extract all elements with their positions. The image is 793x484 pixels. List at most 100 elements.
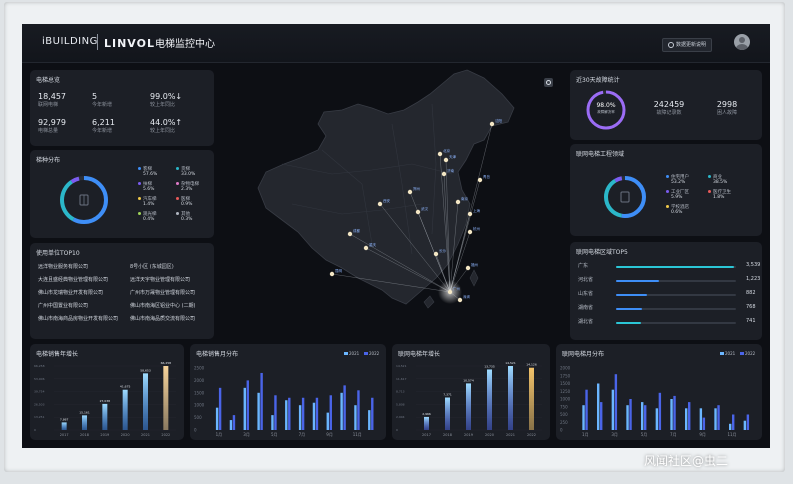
chart-panel-network-year: 联网电梯年增长 14,521 11,617 8,713 5,808 2,904 0 2,96… <box>392 344 550 440</box>
map-city-marker[interactable] <box>443 157 449 163</box>
map-city-marker[interactable] <box>347 231 353 237</box>
map-search-button[interactable] <box>544 78 553 87</box>
map-city-marker[interactable] <box>377 201 383 207</box>
bar[interactable] <box>354 405 357 430</box>
bar[interactable] <box>288 397 291 430</box>
bar[interactable] <box>702 417 706 430</box>
bar[interactable] <box>368 410 371 430</box>
bar[interactable] <box>685 408 688 430</box>
top10-item[interactable]: 8号小区 (东城园区) <box>130 264 174 270</box>
bar[interactable] <box>670 399 673 430</box>
bar[interactable] <box>122 389 128 430</box>
bar[interactable] <box>743 420 747 430</box>
bar[interactable] <box>508 366 513 430</box>
bar[interactable] <box>246 380 249 430</box>
bar[interactable] <box>658 392 662 430</box>
map-city-marker[interactable] <box>447 289 453 295</box>
bar[interactable] <box>529 367 534 430</box>
map-city-marker[interactable] <box>415 209 421 215</box>
map-city-marker[interactable] <box>455 199 461 205</box>
bar[interactable] <box>357 390 360 430</box>
bar[interactable] <box>102 403 108 430</box>
legend-pct: 53.2% <box>671 180 686 185</box>
avatar[interactable] <box>734 34 750 50</box>
fault-stat-value: 242459 <box>653 100 685 109</box>
map-city-marker[interactable] <box>467 229 473 235</box>
region-value: 741 <box>746 318 756 324</box>
bar[interactable] <box>329 395 332 430</box>
bar[interactable] <box>626 405 629 430</box>
bar[interactable] <box>371 397 374 430</box>
bar[interactable] <box>699 408 703 430</box>
bar[interactable] <box>673 395 676 430</box>
bar[interactable] <box>582 405 585 430</box>
top10-item[interactable]: 佛山市南海区铝业中心 (二期) <box>130 303 196 309</box>
top10-item[interactable]: 佛山市龙瑞物业开发有限公司 <box>38 290 104 296</box>
bar[interactable] <box>424 416 429 430</box>
fault-rate-ring <box>586 90 626 130</box>
top10-item[interactable]: 远洋天宇物业管理有限公司 <box>130 277 191 283</box>
bar[interactable] <box>585 389 588 430</box>
bar[interactable] <box>232 415 236 430</box>
bar[interactable] <box>343 385 346 430</box>
bar[interactable] <box>600 402 603 430</box>
bar[interactable] <box>243 387 246 430</box>
bar[interactable] <box>215 407 219 430</box>
map-city-marker[interactable] <box>465 265 471 271</box>
bar[interactable] <box>729 423 732 430</box>
bar[interactable] <box>641 402 644 430</box>
bar[interactable] <box>301 397 305 430</box>
bar[interactable] <box>285 400 288 430</box>
y-tick-label: 1500 <box>560 381 571 386</box>
bar[interactable] <box>732 414 735 431</box>
top10-item[interactable]: 佛山市南海商品房物业开发有限公司 <box>38 316 119 322</box>
bar[interactable] <box>597 383 600 431</box>
bar[interactable] <box>614 374 618 430</box>
bar[interactable] <box>487 369 492 430</box>
map-city-marker[interactable] <box>489 121 495 127</box>
bar[interactable] <box>655 408 659 430</box>
map-city-marker[interactable] <box>467 211 473 217</box>
map-city-marker[interactable] <box>437 151 443 157</box>
bar[interactable] <box>82 415 87 430</box>
bar[interactable] <box>326 412 329 430</box>
top10-item[interactable]: 远洋物业服务有限公司 <box>38 264 89 270</box>
map-city-marker[interactable] <box>477 177 483 183</box>
bar[interactable] <box>340 392 343 430</box>
map-city-marker[interactable] <box>329 271 335 277</box>
map-city-marker[interactable] <box>457 297 463 303</box>
map-city-marker[interactable] <box>433 251 439 257</box>
bar[interactable] <box>717 405 720 430</box>
bar[interactable] <box>61 422 67 430</box>
map-city-marker[interactable] <box>441 171 447 177</box>
top10-item[interactable]: 佛山市南海品质交流有限公司 <box>130 316 196 322</box>
bar[interactable] <box>611 389 615 430</box>
top10-item[interactable]: 大连且盛经典物业管理有限公司 <box>38 277 109 283</box>
bar[interactable] <box>746 414 750 431</box>
bar[interactable] <box>163 366 169 430</box>
bar[interactable] <box>229 420 233 430</box>
data-update-button[interactable]: 数据更新说明 <box>662 38 713 52</box>
bar[interactable] <box>445 397 450 430</box>
legend-pct: 1.4% <box>143 202 155 207</box>
bar[interactable] <box>644 405 647 430</box>
map-city-marker[interactable] <box>363 245 369 251</box>
bar[interactable] <box>218 387 222 430</box>
bar[interactable] <box>274 395 277 430</box>
bar[interactable] <box>143 373 148 430</box>
legend-dot <box>708 175 711 178</box>
bar[interactable] <box>260 372 263 430</box>
bar[interactable] <box>629 399 632 430</box>
map-city-marker[interactable] <box>407 189 413 195</box>
top10-item[interactable]: 广州市万晟物业管理有限公司 <box>130 290 196 296</box>
bar[interactable] <box>257 392 260 430</box>
bar[interactable] <box>271 415 274 430</box>
top10-item[interactable]: 广州中国置业有限公司 <box>38 303 89 309</box>
bar[interactable] <box>714 408 717 430</box>
x-tick-label: 2018 <box>443 433 452 437</box>
bar[interactable] <box>688 402 691 430</box>
bar[interactable] <box>315 397 319 430</box>
bar[interactable] <box>312 402 316 430</box>
bar[interactable] <box>466 383 471 430</box>
bar[interactable] <box>298 405 302 430</box>
